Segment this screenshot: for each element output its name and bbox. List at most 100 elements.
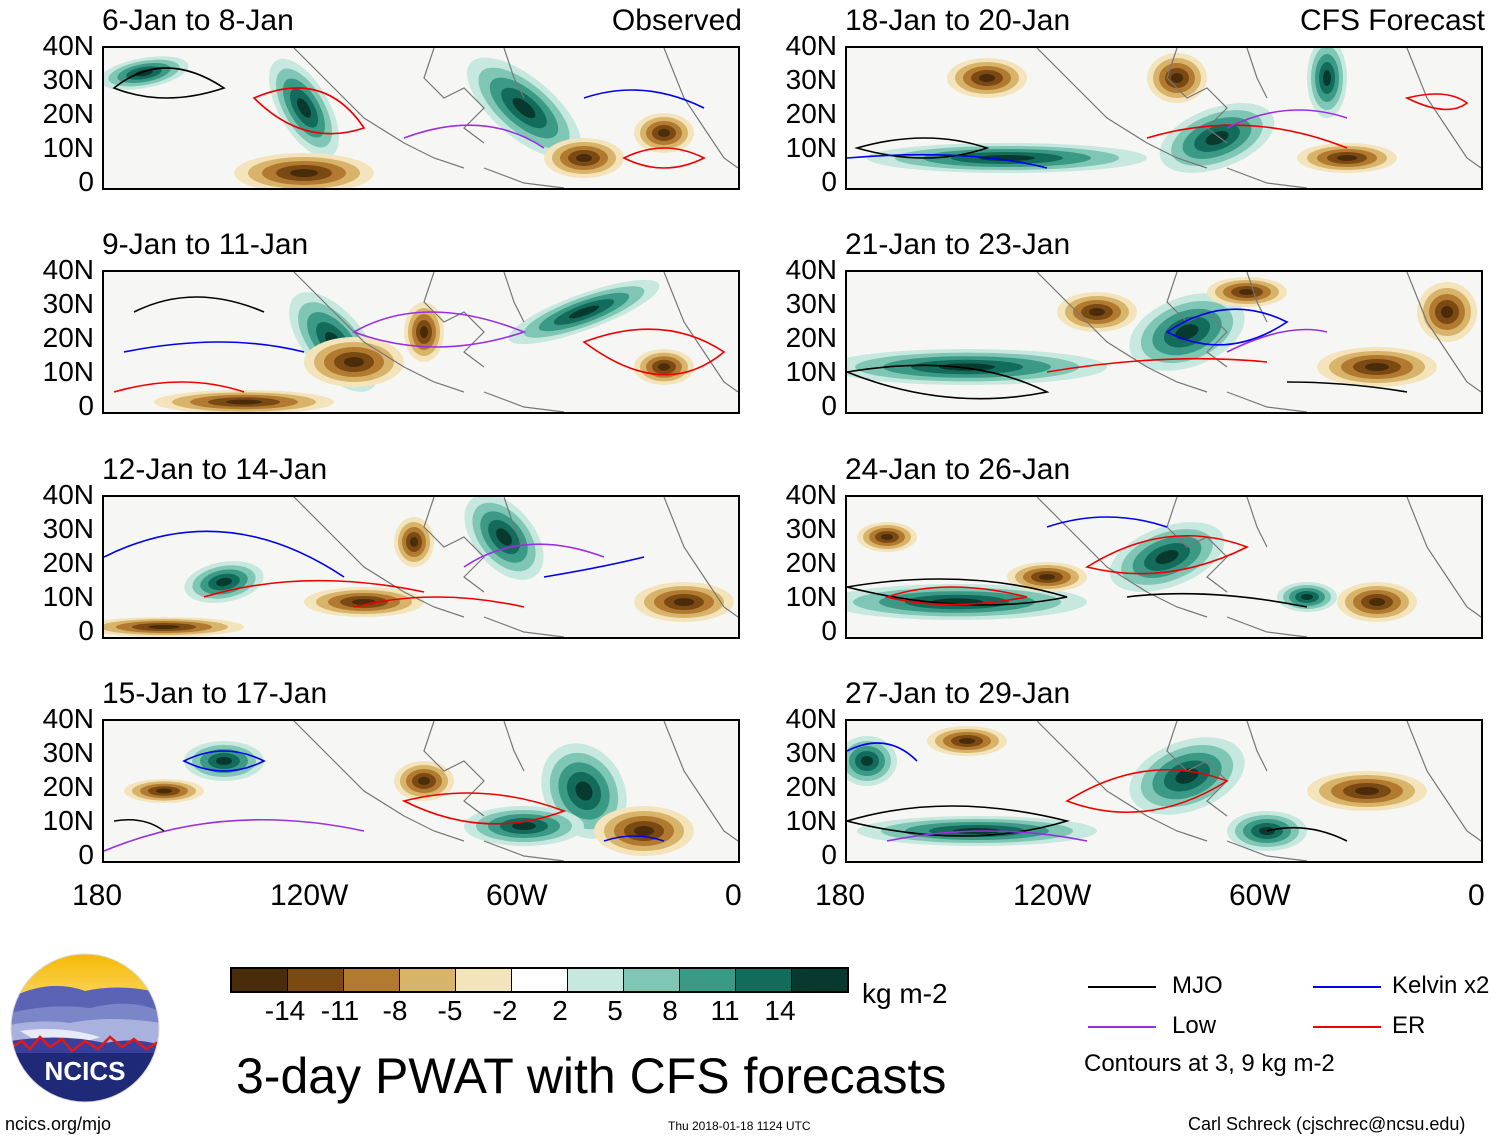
x-label: 120W [270, 879, 349, 912]
x-label: 180 [815, 879, 866, 912]
y-axis-label: 0 [78, 839, 94, 870]
y-axis-label: 30N [785, 288, 837, 319]
pwat-map [102, 46, 740, 190]
colorbar-unit: kg m-2 [862, 978, 948, 1009]
legend-mjo-label: MJO [1172, 972, 1223, 999]
colorbar-tick: -11 [320, 995, 360, 1026]
x-label: 0 [725, 879, 742, 912]
map-panel: 15-Jan to 17-Jan 40N 30N 20N 10N 0 [43, 677, 742, 901]
colorbar-tick: 14 [764, 995, 796, 1026]
legend-kelvin-label: Kelvin x2 [1392, 972, 1490, 999]
y-axis-label: 10N [785, 805, 837, 836]
y-axis-label: 0 [821, 615, 837, 646]
pwat-map [845, 46, 1483, 190]
panel-title: 24-Jan to 26-Jan [845, 453, 1071, 486]
y-axis-label: 40N [42, 30, 94, 61]
legend-er-label: ER [1392, 1012, 1426, 1039]
pwat-map [845, 719, 1483, 863]
panel-title: 12-Jan to 14-Jan [102, 453, 328, 486]
pwat-map [845, 270, 1483, 414]
y-axis-label: 20N [42, 322, 94, 353]
legend-low-line [1088, 1026, 1156, 1028]
legend-low-label: Low [1172, 1012, 1217, 1039]
y-axis-label: 40N [785, 703, 837, 734]
footer-timestamp: Thu 2018-01-18 1124 UTC [668, 1119, 811, 1133]
map-panel: 27-Jan to 29-Jan 40N 30N 20N 10N 0 [786, 677, 1485, 901]
y-axis-label: 40N [42, 703, 94, 734]
y-axis-label: 30N [785, 513, 837, 544]
colorbar-cell [680, 969, 736, 991]
y-axis-label: 20N [42, 98, 94, 129]
colorbar-cell [232, 969, 288, 991]
y-axis-label: 0 [78, 390, 94, 421]
y-axis-label: 20N [785, 322, 837, 353]
colorbar-tick: -5 [437, 995, 463, 1026]
colorbar-cell [736, 969, 792, 991]
x-label: 60W [486, 879, 548, 912]
colorbar-cell [512, 969, 568, 991]
colorbar-tick: 2 [552, 995, 568, 1026]
y-axis-label: 0 [821, 390, 837, 421]
panel-title: 27-Jan to 29-Jan [845, 677, 1071, 710]
colorbar-cell [456, 969, 512, 991]
colorbar-cell [400, 969, 456, 991]
observed-label: Observed [611, 4, 742, 37]
y-axis-label: 10N [785, 356, 837, 387]
x-label: 0 [1468, 879, 1485, 912]
y-axis-label: 10N [42, 581, 94, 612]
y-axis-label: 30N [42, 288, 94, 319]
legend-mjo-line [1088, 986, 1156, 988]
y-axis-label: 30N [785, 737, 837, 768]
map-panel: 6-Jan to 8-Jan Observed 40N 30N 20N 10N 0 [43, 4, 742, 228]
panel-title: 21-Jan to 23-Jan [845, 228, 1071, 261]
y-axis-label: 20N [42, 547, 94, 578]
pwat-map [102, 270, 740, 414]
panel-title: 18-Jan to 20-Jan [845, 4, 1071, 37]
contours-note: Contours at 3, 9 kg m-2 [1084, 1050, 1335, 1077]
pwat-map [102, 719, 740, 863]
colorbar-tick: 5 [607, 995, 623, 1026]
y-axis-label: 30N [785, 64, 837, 95]
y-axis-label: 40N [42, 254, 94, 285]
colorbar-tick: 8 [662, 995, 678, 1026]
colorbar-cell [624, 969, 680, 991]
y-axis-label: 20N [785, 98, 837, 129]
colorbar-tick: -8 [382, 995, 408, 1026]
y-axis-label: 10N [42, 356, 94, 387]
pwat-map [845, 495, 1483, 639]
y-axis-label: 20N [785, 771, 837, 802]
y-axis-label: 40N [785, 479, 837, 510]
panel-title: 15-Jan to 17-Jan [102, 677, 328, 710]
logo-text: NCICS [45, 1056, 126, 1086]
panel-title: 6-Jan to 8-Jan [102, 4, 294, 37]
y-axis-label: 0 [821, 839, 837, 870]
y-axis-label: 10N [42, 805, 94, 836]
y-axis-label: 0 [821, 166, 837, 197]
y-axis-label: 30N [42, 513, 94, 544]
y-axis-label: 20N [42, 771, 94, 802]
x-label: 120W [1013, 879, 1092, 912]
footer-author: Carl Schreck (cjschrec@ncsu.edu) [1188, 1114, 1466, 1134]
forecast-label: CFS Forecast [1299, 4, 1485, 37]
ncics-logo: NCICS [10, 953, 160, 1103]
y-axis-label: 40N [42, 479, 94, 510]
y-axis-label: 40N [785, 254, 837, 285]
colorbar-tick: 11 [710, 995, 740, 1026]
colorbar [230, 967, 849, 993]
map-panel: 21-Jan to 23-Jan 40N 30N 20N 10N 0 [786, 228, 1485, 452]
y-axis-label: 20N [785, 547, 837, 578]
x-label: 60W [1229, 879, 1291, 912]
footer-url: ncics.org/mjo [5, 1114, 112, 1134]
y-axis-label: 10N [785, 132, 837, 163]
map-panel: 18-Jan to 20-Jan CFS Forecast 40N 30N 20N 10N… [786, 4, 1485, 228]
map-panel: 9-Jan to 11-Jan 40N 30N 20N 10N 0 [43, 228, 742, 452]
y-axis-label: 30N [42, 64, 94, 95]
map-panel: 12-Jan to 14-Jan 40N 30N 20N 10N 0 [43, 453, 742, 677]
y-axis-label: 10N [785, 581, 837, 612]
y-axis-label: 40N [785, 30, 837, 61]
legend-kelvin-line [1313, 986, 1381, 988]
y-axis-label: 0 [78, 615, 94, 646]
y-axis-label: 0 [78, 166, 94, 197]
map-panel: 24-Jan to 26-Jan 40N 30N 20N 10N 0 [786, 453, 1485, 677]
panel-title: 9-Jan to 11-Jan [102, 228, 309, 261]
